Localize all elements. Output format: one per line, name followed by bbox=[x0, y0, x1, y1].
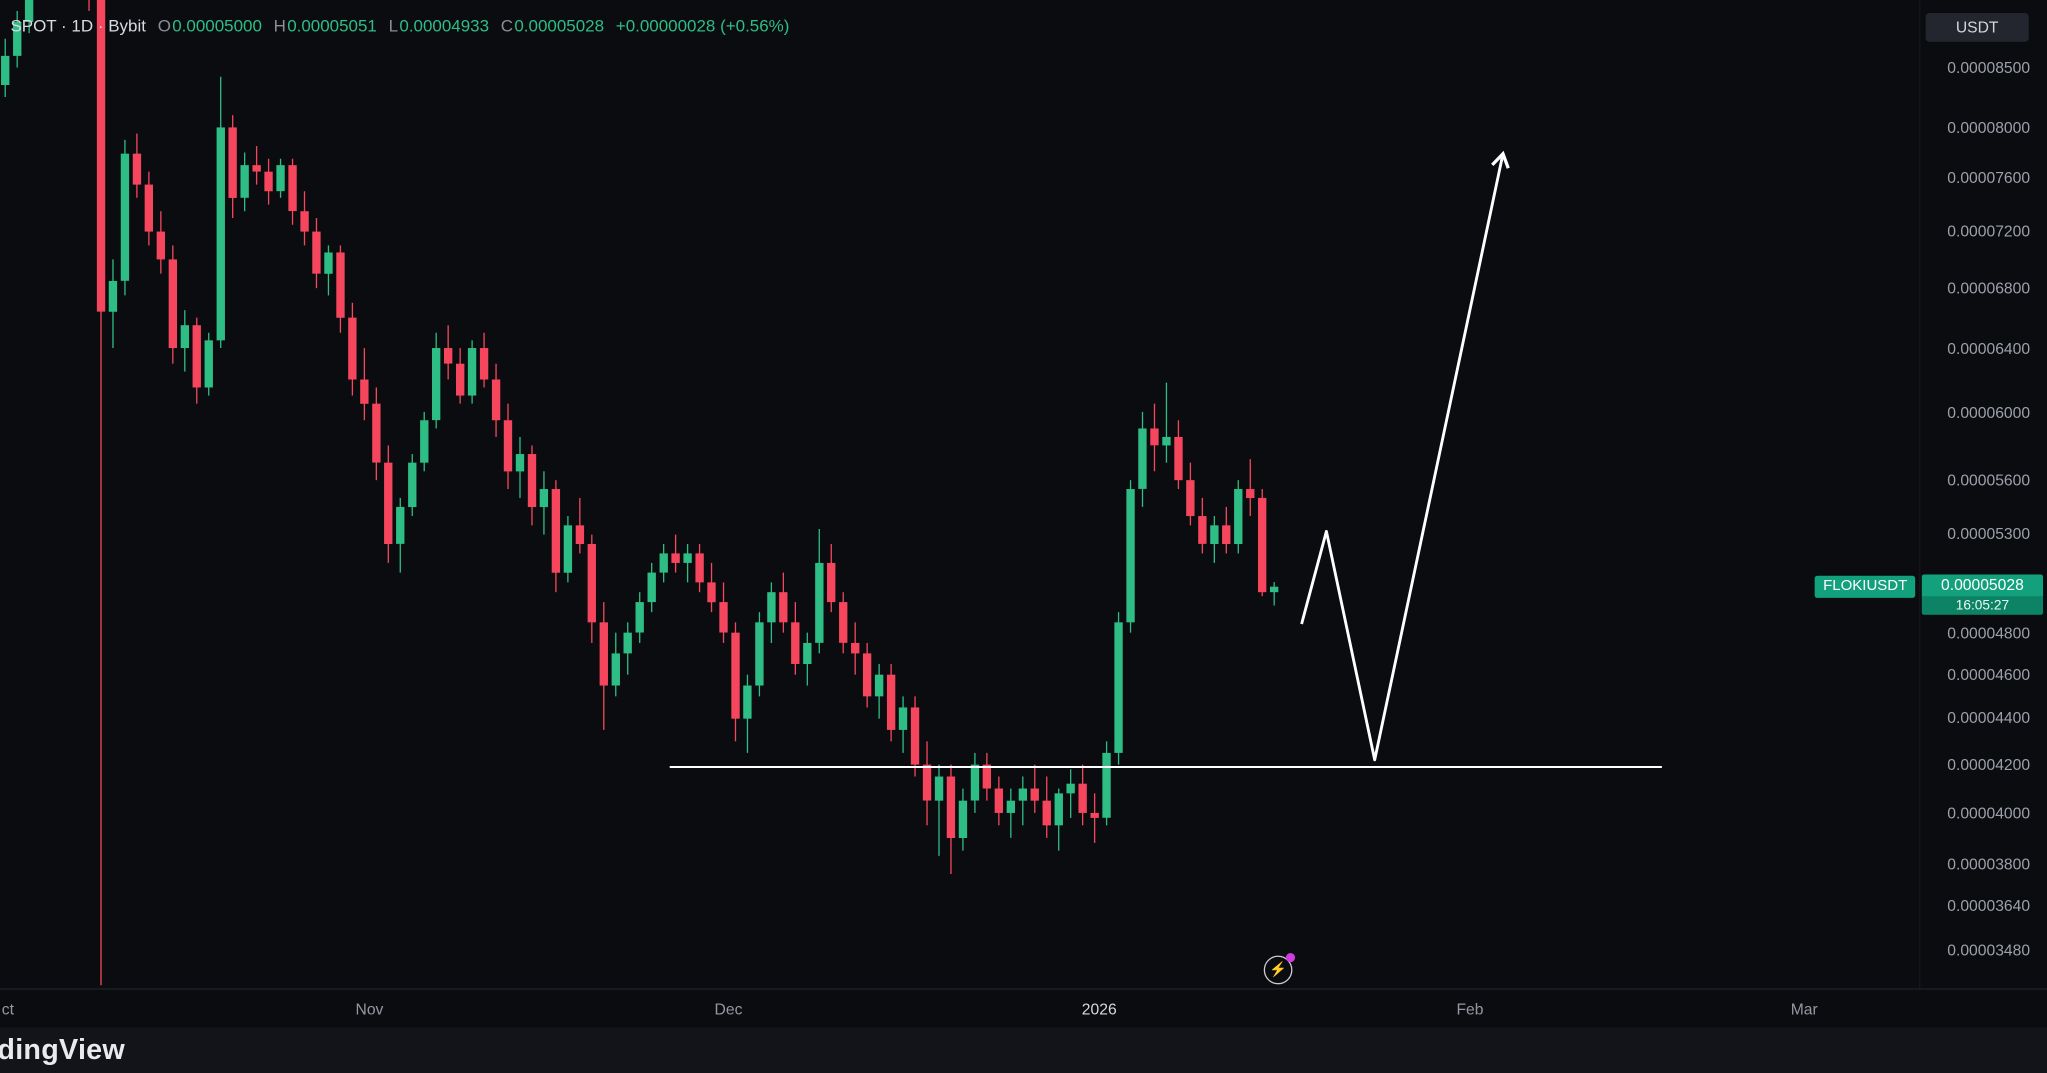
time-axis-label: ct bbox=[1, 1000, 14, 1019]
last-price-value: 0.00005028 bbox=[1921, 574, 2044, 598]
tradingview-logo[interactable]: dingView bbox=[0, 1032, 126, 1066]
price-axis-label: 0.00006800 bbox=[1947, 278, 2031, 298]
time-axis-label: Feb bbox=[1456, 1000, 1484, 1019]
candles bbox=[1, 0, 1279, 986]
price-axis-label: 0.00007600 bbox=[1947, 168, 2031, 188]
ohlc-open: O 0.00005000 bbox=[158, 16, 262, 36]
lightning-icon: ⚡ bbox=[1269, 961, 1288, 978]
high-label: H bbox=[273, 15, 286, 36]
time-axis-label: 2026 bbox=[1081, 1000, 1117, 1019]
ohlc-close: C 0.00005028 bbox=[501, 16, 604, 36]
price-axis[interactable]: USDT 0.00005028 16:05:27 0.00008500 0.000… bbox=[1919, 0, 2047, 989]
price-axis-label: 0.00003640 bbox=[1947, 897, 2031, 916]
price-axis-label: 0.00008500 bbox=[1947, 58, 2031, 77]
price-axis-label: 0.00007200 bbox=[1947, 222, 2031, 241]
symbol-info: SPOT · 1D · Bybit bbox=[10, 15, 146, 36]
open-value: 0.00005000 bbox=[172, 15, 262, 36]
time-axis-label: Mar bbox=[1790, 1000, 1818, 1019]
last-price-badge[interactable]: 0.00005028 16:05:27 bbox=[1921, 574, 2044, 616]
price-change: +0.00000028 (+0.56%) bbox=[615, 15, 790, 36]
price-axis-label: 0.00004400 bbox=[1947, 709, 2031, 728]
currency-toggle-button[interactable]: USDT bbox=[1925, 13, 2029, 42]
ohlc-low: L 0.00004933 bbox=[389, 16, 489, 36]
low-label: L bbox=[388, 15, 399, 36]
price-axis-label: 0.00004800 bbox=[1947, 623, 2031, 642]
price-axis-label: 0.00006400 bbox=[1947, 338, 2031, 358]
symbol-price-flag: FLOKIUSDT bbox=[1815, 576, 1916, 599]
price-axis-label: 0.00004600 bbox=[1947, 665, 2031, 684]
candlestick-chart bbox=[1, 0, 1662, 986]
bar-countdown: 16:05:27 bbox=[1921, 597, 2044, 616]
price-axis-label: 0.00003800 bbox=[1947, 854, 2031, 873]
high-value: 0.00005051 bbox=[287, 15, 377, 36]
price-axis-label: 0.00008000 bbox=[1947, 118, 2031, 137]
price-axis-label: 0.00004200 bbox=[1947, 755, 2031, 774]
time-axis[interactable]: ct Nov Dec 2026 Feb Mar bbox=[0, 988, 2047, 1028]
price-axis-label: 0.00005300 bbox=[1947, 525, 2031, 544]
chart-legend[interactable]: SPOT · 1D · Bybit O 0.00005000 H 0.0000505… bbox=[10, 16, 789, 36]
open-label: O bbox=[157, 15, 171, 36]
close-value: 0.00005028 bbox=[514, 15, 605, 36]
price-axis-label: 0.00003480 bbox=[1947, 941, 2031, 960]
price-axis-label: 0.00006000 bbox=[1947, 402, 2031, 422]
ohlc-high: H 0.00005051 bbox=[274, 16, 377, 36]
bottom-bar: dingView bbox=[0, 1027, 2047, 1073]
lightning-status-icon[interactable]: ⚡ bbox=[1263, 953, 1296, 985]
arrow-drawing[interactable] bbox=[1300, 150, 1510, 762]
low-value: 0.00004933 bbox=[399, 15, 490, 36]
price-axis-label: 0.00004000 bbox=[1947, 803, 2031, 823]
notification-dot bbox=[1285, 953, 1296, 963]
close-label: C bbox=[500, 15, 514, 36]
time-axis-label: Nov bbox=[355, 1000, 384, 1019]
price-axis-label: 0.00005600 bbox=[1947, 470, 2031, 490]
time-axis-label: Dec bbox=[714, 1000, 743, 1019]
chart-pane[interactable]: SPOT · 1D · Bybit O 0.00005000 H 0.0000505… bbox=[0, 0, 1919, 988]
